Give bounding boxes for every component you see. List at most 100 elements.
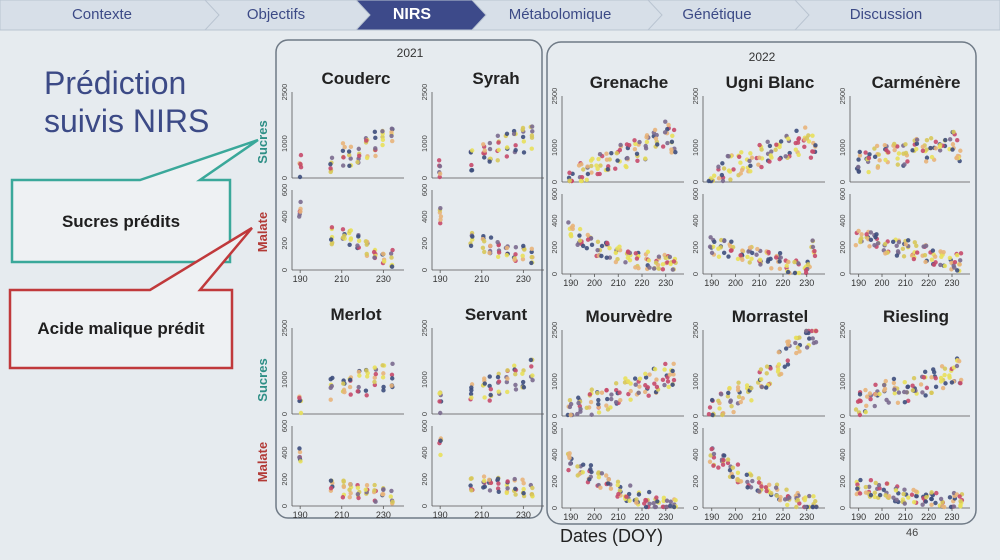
point-sugars-mourv-dre-4-1 [609, 392, 614, 397]
y-tick-sugars-syrah-1000: 1000 [420, 135, 429, 152]
point-sugars-merlot-4-5 [355, 389, 360, 394]
point-sugars-grenache-7-3 [633, 141, 638, 147]
point-sugars-syrah-1-3 [469, 148, 475, 153]
point-sugars-mourv-dre-11-1 [671, 377, 677, 383]
point-malate-carm-n-re-2-5 [875, 241, 881, 246]
point-sugars-carm-n-re-10-4 [951, 129, 956, 135]
nav-step-4[interactable]: Métabolomique [509, 6, 612, 23]
point-sugars-ugni-blanc-11-5 [813, 143, 818, 148]
point-malate-merlot-3-1 [348, 491, 353, 496]
point-sugars-merlot-5-1 [364, 393, 369, 398]
point-malate-riesling-5-3 [902, 487, 907, 492]
point-malate-carm-n-re-7-5 [921, 244, 926, 249]
point-sugars-syrah-3-5 [487, 159, 492, 164]
nav-step-3[interactable]: NIRS [393, 6, 432, 23]
point-sugars-riesling-8-0 [933, 384, 939, 390]
point-malate-mourv-dre-0-7 [567, 455, 572, 461]
point-sugars-riesling-4-4 [892, 387, 897, 392]
point-sugars-mourv-dre-1-3 [575, 411, 580, 417]
point-sugars-mourv-dre-11-6 [670, 382, 675, 387]
point-malate-syrah-7-3 [522, 247, 527, 252]
point-sugars-syrah-6-5 [513, 147, 518, 153]
point-sugars-grenache-10-1 [665, 140, 670, 146]
point-sugars-ugni-blanc-1-2 [720, 178, 726, 184]
point-sugars-riesling-9-3 [940, 385, 946, 391]
point-malate-morrastel-4-5 [745, 485, 750, 490]
y-tick-malate-servant-200: 200 [420, 473, 429, 486]
nav-step-5[interactable]: Génétique [682, 6, 751, 23]
point-sugars-morrastel-9-2 [793, 340, 798, 346]
point-malate-syrah-8-4 [529, 246, 535, 252]
point-malate-servant-1-5 [468, 476, 474, 482]
y-tick-malate-carm-n-re-0: 0 [838, 272, 847, 276]
point-sugars-morrastel-6-7 [763, 385, 769, 390]
point-malate-grenache-2-5 [585, 232, 591, 238]
point-sugars-ugni-blanc-4-0 [749, 155, 755, 160]
nav-step-2[interactable]: Objectifs [247, 6, 305, 23]
point-malate-mourv-dre-2-7 [587, 477, 592, 482]
point-sugars-couderc-2-3 [340, 163, 346, 168]
point-sugars-carm-n-re-11-0 [958, 148, 963, 153]
y-tick-malate-ugni-blanc-600: 600 [691, 188, 700, 201]
point-sugars-couderc-7-3 [380, 137, 386, 143]
point-malate-grenache-9-3 [651, 266, 657, 271]
y-tick-malate-syrah-200: 200 [420, 237, 429, 250]
point-sugars-carm-n-re-6-3 [910, 148, 915, 153]
point-sugars-ugni-blanc-9-6 [793, 147, 798, 152]
x-tick-couderc-230: 230 [376, 274, 391, 284]
y-tick-sugars-carm-n-re-0: 0 [838, 180, 847, 184]
point-malate-syrah-0-3 [438, 214, 444, 219]
point-malate-riesling-11-6 [958, 499, 963, 504]
point-sugars-riesling-4-7 [891, 376, 897, 382]
point-sugars-grenache-11-2 [669, 150, 674, 155]
point-sugars-mourv-dre-0-7 [567, 404, 573, 410]
x-tick-mourv-dre-220: 220 [634, 512, 649, 522]
point-sugars-morrastel-5-6 [758, 367, 764, 372]
point-sugars-carm-n-re-5-6 [903, 142, 908, 147]
point-malate-carm-n-re-0-4 [853, 242, 859, 248]
point-malate-ugni-blanc-8-4 [785, 269, 791, 275]
point-malate-riesling-2-3 [877, 492, 883, 498]
point-sugars-carm-n-re-4-5 [892, 141, 897, 147]
y-tick-sugars-mourv-dre-2500: 2500 [550, 322, 559, 339]
point-sugars-ugni-blanc-5-5 [757, 155, 762, 160]
point-malate-servant-0-5 [438, 438, 443, 443]
variety-title-grenache: Grenache [590, 73, 668, 92]
point-malate-couderc-4-2 [356, 238, 362, 244]
point-malate-carm-n-re-5-4 [900, 246, 906, 251]
x-tick-couderc-210: 210 [334, 274, 349, 284]
nav-step-6[interactable]: Discussion [850, 6, 923, 23]
point-sugars-servant-6-4 [513, 387, 519, 392]
point-malate-riesling-0-7 [855, 486, 860, 491]
point-sugars-morrastel-7-4 [778, 371, 784, 377]
point-sugars-mourv-dre-4-6 [604, 387, 609, 393]
point-malate-couderc-3-5 [348, 228, 354, 233]
point-sugars-servant-7-2 [521, 385, 527, 390]
point-sugars-riesling-6-6 [910, 388, 916, 393]
point-sugars-carm-n-re-9-7 [937, 144, 943, 149]
point-sugars-carm-n-re-0-3 [856, 157, 861, 162]
point-sugars-morrastel-3-1 [736, 394, 742, 400]
point-sugars-carm-n-re-10-3 [947, 137, 953, 142]
y-tick-sugars-morrastel-0: 0 [691, 414, 700, 418]
y-tick-malate-riesling-200: 200 [838, 475, 847, 488]
y-tick-malate-grenache-600: 600 [550, 188, 559, 201]
point-sugars-ugni-blanc-8-7 [786, 136, 791, 141]
point-malate-carm-n-re-3-6 [883, 251, 888, 256]
y-tick-sugars-riesling-2500: 2500 [838, 322, 847, 339]
point-sugars-riesling-11-5 [954, 363, 960, 369]
point-malate-mourv-dre-5-7 [616, 491, 621, 497]
point-sugars-servant-4-0 [496, 371, 501, 376]
x-tick-mourv-dre-230: 230 [658, 512, 673, 522]
point-sugars-merlot-2-5 [342, 389, 347, 395]
point-sugars-ugni-blanc-6-3 [765, 139, 770, 145]
point-malate-morrastel-3-7 [738, 479, 744, 484]
row-label-sugars-bottom: Sucres [255, 358, 270, 401]
point-malate-riesling-7-4 [923, 499, 929, 504]
point-malate-ugni-blanc-9-4 [796, 261, 801, 266]
nav-step-1[interactable]: Contexte [72, 6, 132, 23]
point-sugars-mourv-dre-3-6 [595, 390, 600, 396]
point-sugars-grenache-7-6 [632, 147, 638, 152]
point-malate-mourv-dre-7-5 [634, 497, 639, 502]
point-sugars-syrah-4-2 [495, 158, 500, 163]
